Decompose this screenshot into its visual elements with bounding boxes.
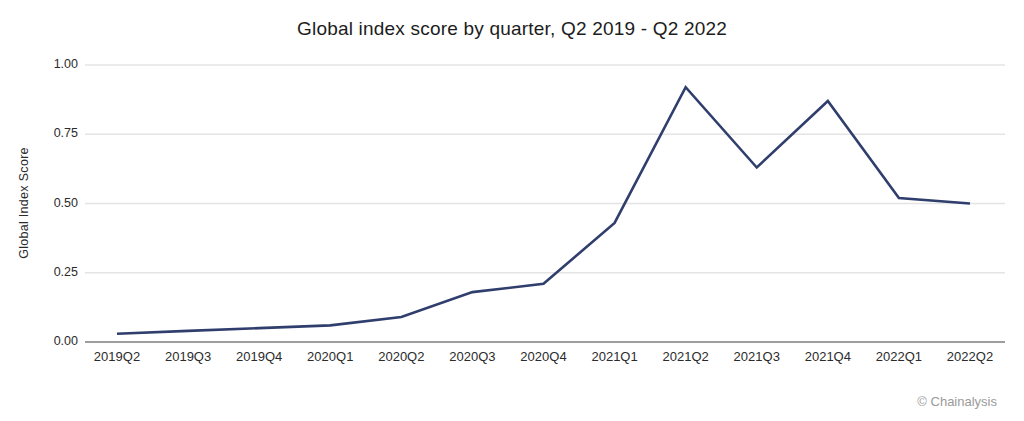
x-tick-label: 2019Q4 <box>219 349 299 364</box>
x-tick-label: 2021Q1 <box>575 349 655 364</box>
y-tick-label: 0.50 <box>38 196 78 210</box>
data-line-series <box>117 87 970 334</box>
x-tick-label: 2020Q4 <box>504 349 584 364</box>
y-tick-label: 0.75 <box>38 126 78 140</box>
x-tick-label: 2021Q3 <box>717 349 797 364</box>
x-tick-label: 2022Q2 <box>930 349 1010 364</box>
x-tick-label: 2021Q4 <box>788 349 868 364</box>
y-tick-label: 0.25 <box>38 265 78 279</box>
x-tick-label: 2019Q2 <box>77 349 157 364</box>
attribution-text: © Chainalysis <box>917 394 997 409</box>
y-tick-label: 1.00 <box>38 57 78 71</box>
x-tick-label: 2020Q1 <box>290 349 370 364</box>
x-tick-label: 2022Q1 <box>859 349 939 364</box>
x-tick-label: 2020Q2 <box>361 349 441 364</box>
chart-figure: Global index score by quarter, Q2 2019 -… <box>0 0 1024 421</box>
x-tick-label: 2019Q3 <box>148 349 228 364</box>
x-tick-label: 2020Q3 <box>432 349 512 364</box>
y-tick-label: 0.00 <box>38 334 78 348</box>
x-tick-label: 2021Q2 <box>646 349 726 364</box>
